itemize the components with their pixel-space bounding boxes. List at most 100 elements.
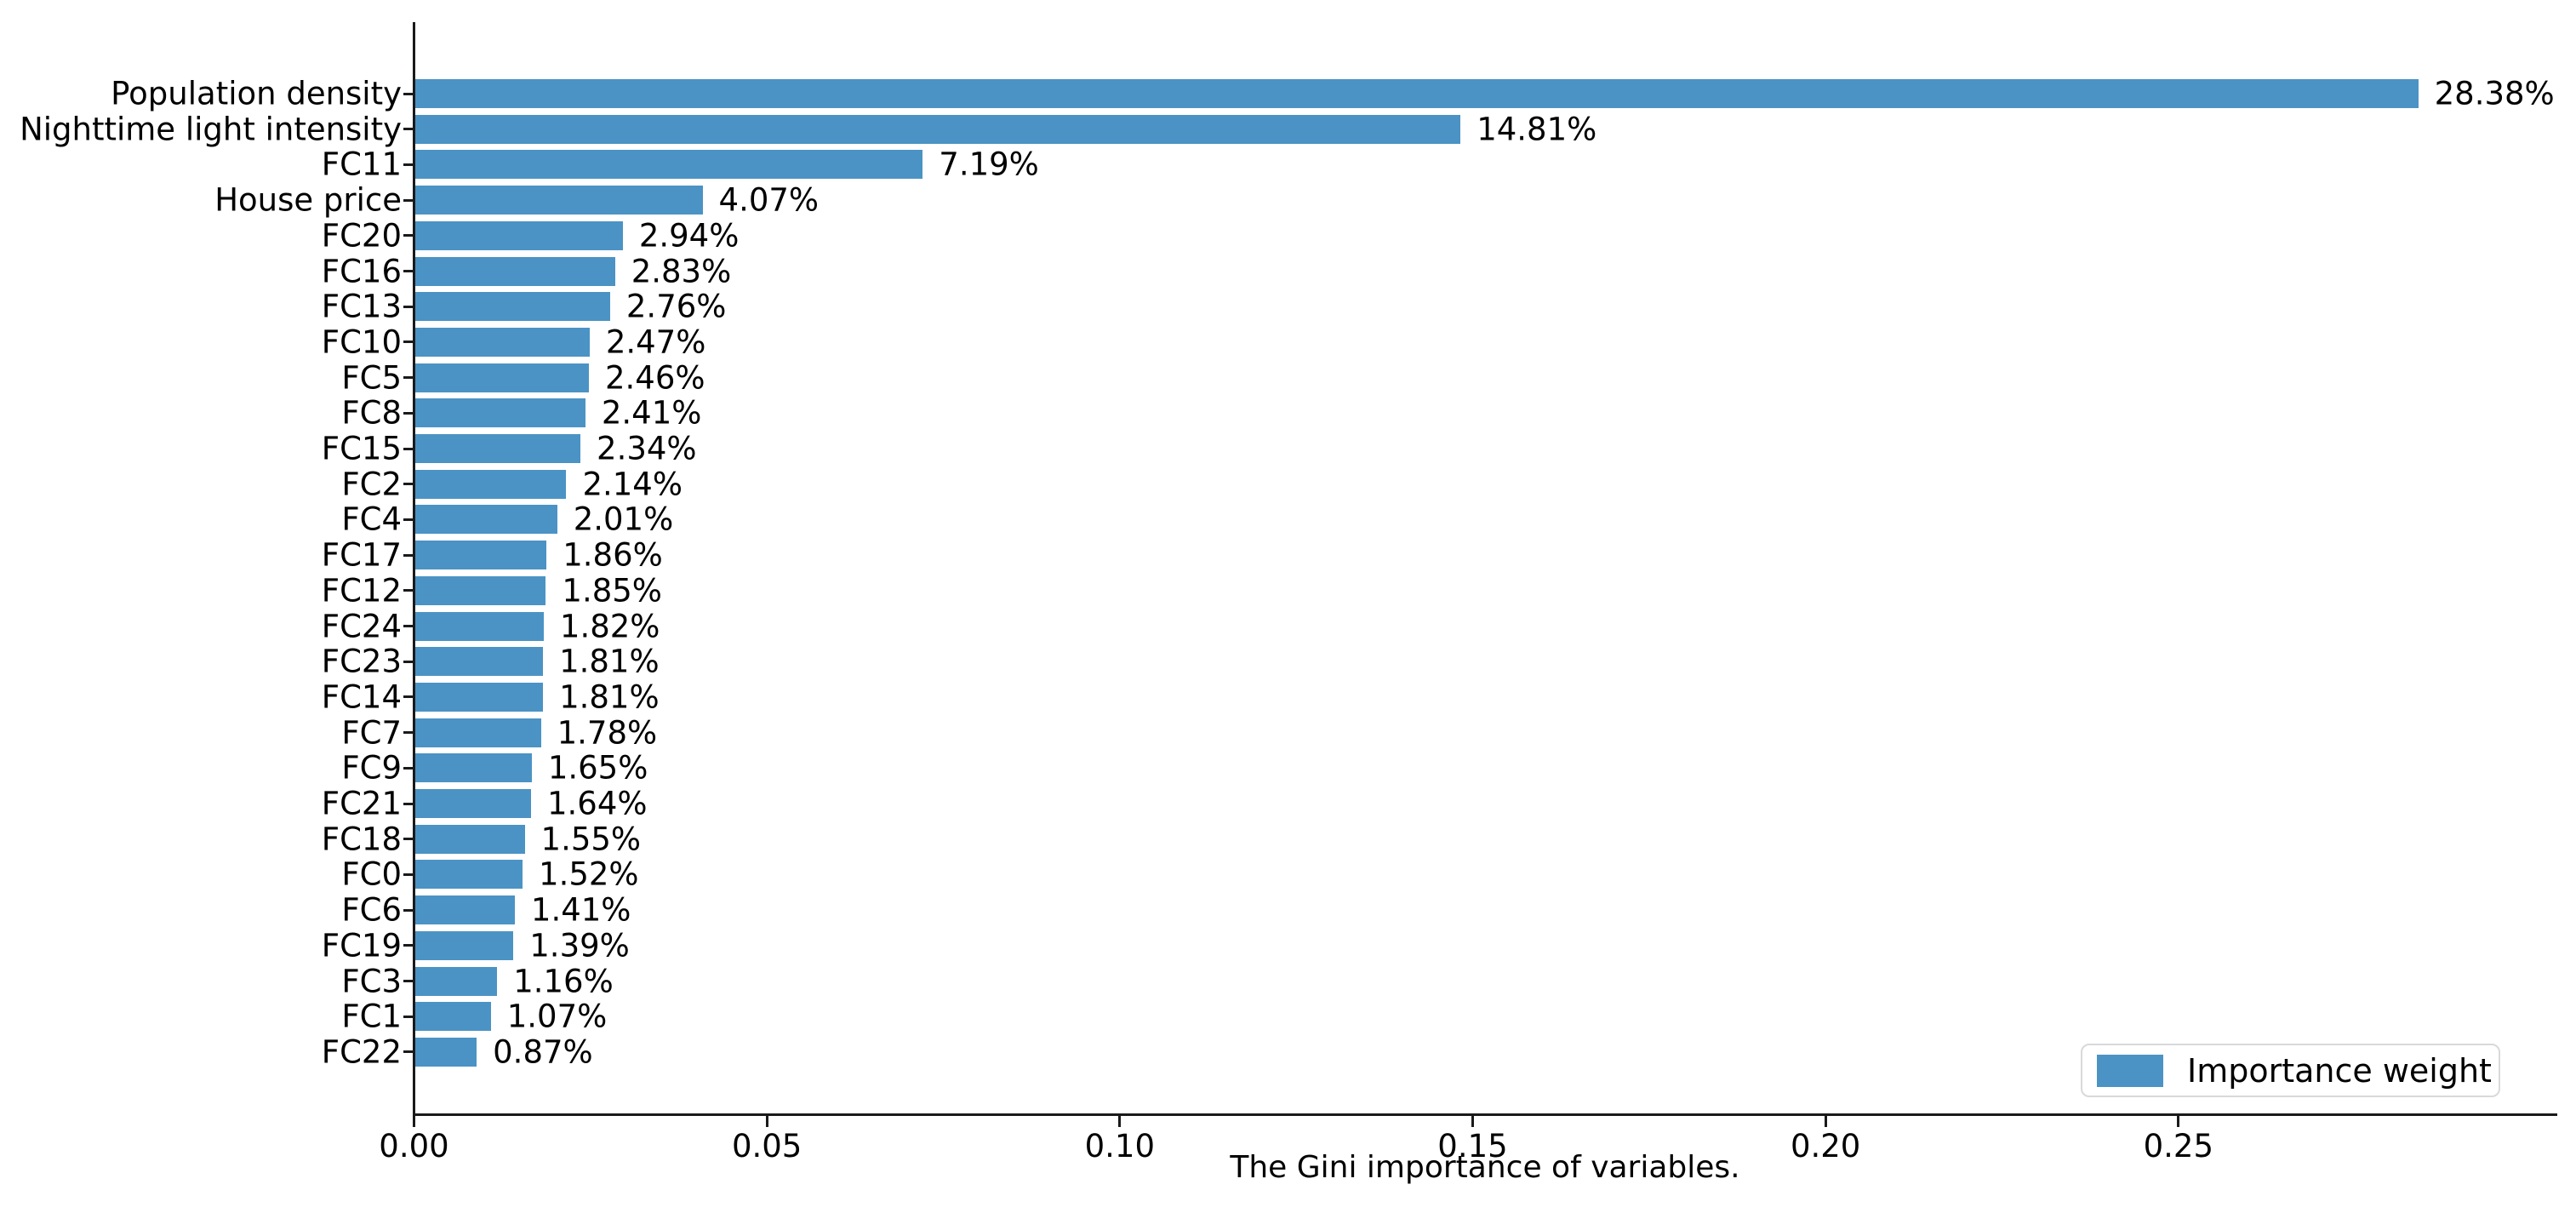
y-tick-mark (403, 908, 413, 912)
bar (415, 930, 514, 960)
x-tick-mark (2177, 1116, 2180, 1127)
y-tick-mark (403, 838, 413, 841)
bar (415, 611, 544, 641)
y-tick-mark (403, 873, 413, 876)
bar-value-label: 2.76% (625, 288, 727, 325)
y-tick-mark (403, 92, 413, 95)
bar-value-label: 0.87% (493, 1033, 593, 1071)
legend: Importance weight (2081, 1044, 2500, 1097)
y-tick-mark (403, 305, 413, 308)
y-tick-label: FC21 (321, 785, 402, 822)
y-tick-label: FC19 (321, 927, 402, 964)
y-tick-mark (403, 766, 413, 770)
y-tick-label: FC4 (341, 501, 402, 538)
bar (415, 469, 567, 499)
bar (415, 895, 515, 925)
y-tick-mark (403, 447, 413, 450)
y-tick-label: FC11 (321, 146, 402, 183)
bar (415, 150, 923, 180)
bar-value-label: 1.07% (506, 998, 608, 1035)
y-tick-label: FC24 (321, 608, 402, 644)
bar (415, 434, 581, 463)
bar-value-label: 1.82% (559, 608, 660, 644)
y-tick-label: FC17 (321, 536, 402, 574)
bar (415, 1002, 491, 1032)
y-tick-label: FC15 (321, 430, 402, 467)
bar (415, 292, 610, 322)
y-tick-label: FC18 (321, 821, 402, 858)
bar (415, 824, 525, 854)
y-tick-label: Population density (111, 75, 402, 112)
bar-value-label: 2.94% (638, 217, 740, 255)
y-tick-label: FC0 (341, 855, 402, 893)
legend-label: Importance weight (2187, 1051, 2492, 1090)
y-tick-mark (403, 625, 413, 627)
y-tick-label: FC13 (321, 288, 402, 325)
bar-value-label: 1.78% (557, 714, 658, 752)
x-tick-label: 0.25 (2143, 1128, 2213, 1164)
x-axis-title: The Gini importance of variables. (1230, 1150, 1740, 1185)
y-tick-label: FC14 (321, 678, 402, 716)
y-tick-label: FC23 (321, 643, 402, 680)
bar (415, 114, 1461, 144)
bar-value-label: 4.07% (718, 181, 820, 219)
bar (415, 505, 557, 535)
y-tick-mark (403, 1015, 413, 1018)
y-tick-mark (403, 198, 413, 202)
bar-value-label: 7.19% (939, 146, 1039, 183)
y-tick-label: FC12 (321, 572, 402, 609)
bar (415, 575, 546, 605)
y-tick-label: FC2 (341, 466, 402, 503)
x-tick-label: 0.20 (1790, 1128, 1861, 1164)
bar-value-label: 2.83% (631, 253, 732, 289)
bar-value-label: 2.01% (573, 501, 674, 538)
y-tick-mark (403, 695, 413, 699)
bar (415, 79, 2419, 108)
bar (415, 398, 585, 428)
y-tick-mark (403, 553, 413, 557)
y-tick-label: FC8 (341, 394, 402, 432)
bar-value-label: 2.41% (601, 394, 702, 432)
y-tick-mark (403, 589, 413, 592)
y-tick-mark (403, 128, 413, 131)
bar-value-label: 1.55% (540, 821, 642, 858)
bar (415, 860, 523, 890)
y-tick-label: FC10 (321, 323, 402, 361)
y-tick-label: FC16 (321, 253, 402, 289)
y-tick-mark (403, 340, 413, 344)
bar-value-label: 2.47% (605, 323, 706, 361)
bar-value-label: 1.39% (529, 927, 630, 964)
y-tick-mark (403, 731, 413, 735)
bar-value-label: 28.38% (2434, 75, 2555, 112)
x-tick-label: 0.00 (379, 1128, 449, 1164)
bar-value-label: 14.81% (1476, 111, 1597, 148)
bar (415, 1037, 477, 1067)
bar (415, 789, 531, 818)
y-tick-label: FC6 (341, 891, 402, 929)
x-tick-mark (1824, 1116, 1827, 1127)
bar-value-label: 1.65% (547, 749, 648, 787)
y-tick-mark (403, 163, 413, 166)
y-tick-label: FC7 (341, 714, 402, 752)
bar-value-label: 2.14% (582, 466, 683, 503)
y-tick-label: FC3 (341, 963, 402, 999)
y-tick-label: FC5 (341, 359, 402, 397)
bar-value-label: 1.81% (559, 643, 660, 680)
x-tick-mark (765, 1116, 768, 1127)
bar (415, 220, 623, 250)
bar (415, 718, 541, 747)
y-tick-mark (403, 802, 413, 805)
bar-value-label: 1.86% (563, 536, 663, 574)
bar (415, 541, 547, 570)
y-tick-mark (403, 980, 413, 982)
x-tick-mark (1118, 1116, 1122, 1127)
bar-value-label: 1.52% (539, 855, 639, 893)
y-axis-line (413, 22, 415, 1115)
legend-swatch (2097, 1054, 2163, 1087)
y-tick-mark (403, 660, 413, 663)
y-tick-mark (403, 483, 413, 486)
y-tick-label: FC20 (321, 217, 402, 255)
bar-value-label: 2.34% (597, 430, 697, 467)
y-tick-label: FC9 (341, 749, 402, 787)
y-tick-label: FC1 (341, 998, 402, 1035)
